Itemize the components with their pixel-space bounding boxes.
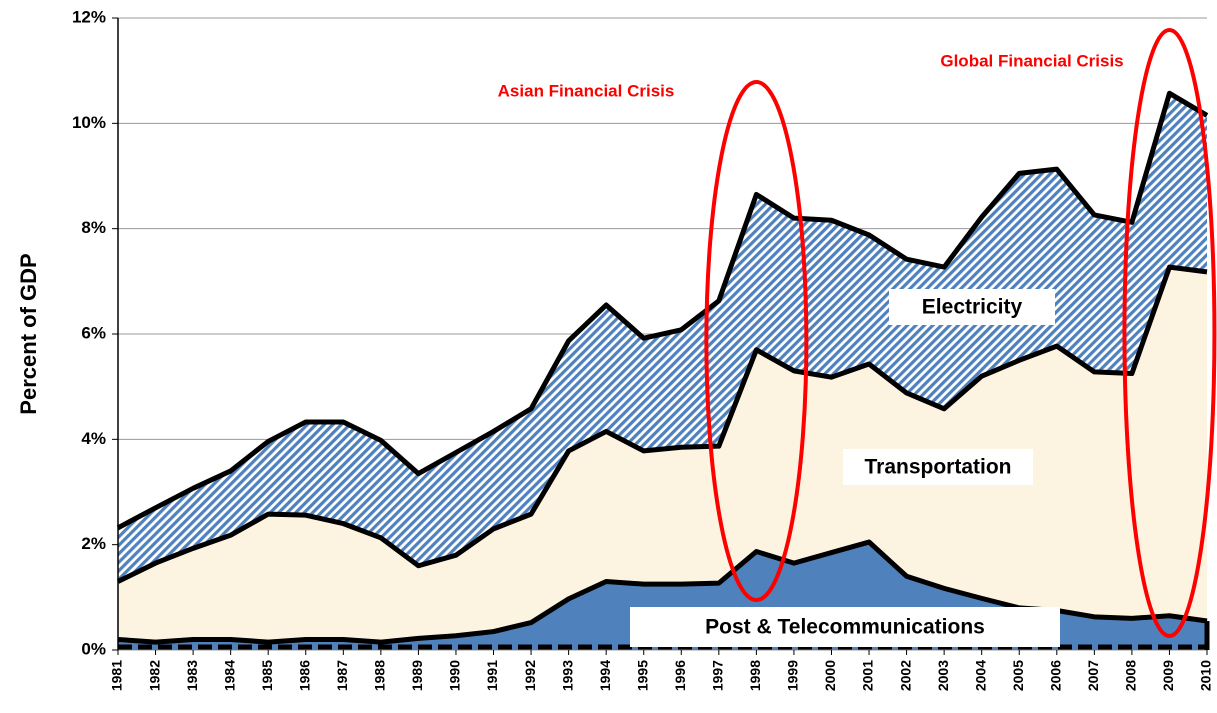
x-tick-label: 1984 [221, 660, 237, 691]
area [118, 267, 1207, 643]
area [118, 93, 1207, 582]
x-tick-label: 1988 [372, 660, 388, 691]
x-tick-label: 1996 [672, 660, 688, 691]
x-tick-label: 2007 [1085, 660, 1101, 691]
x-tick-label: 1989 [409, 660, 425, 691]
x-tick-label: 1992 [522, 660, 538, 691]
x-tick-label: 2010 [1198, 660, 1214, 691]
x-tick-label: 1994 [597, 660, 613, 691]
x-tick-label: 1993 [559, 660, 575, 691]
annotation-ellipse [1122, 28, 1217, 638]
area-outline [116, 264, 1208, 584]
x-tick-label: 2000 [822, 660, 838, 691]
annotation: Global Financial Crisis [940, 51, 1123, 70]
annotation: Asian Financial Crisis [498, 81, 675, 100]
annotation-ellipse [704, 80, 809, 602]
y-tick-label: 2% [81, 534, 106, 553]
x-tick-label: 1981 [109, 660, 125, 691]
area-outline [116, 90, 1209, 531]
x-tick-label: 1991 [484, 660, 500, 691]
x-tick-label: 1983 [184, 660, 200, 691]
y-tick-label: 0% [81, 639, 106, 658]
series-label: Transportation [864, 456, 1011, 479]
x-tick-label: 1999 [785, 660, 801, 691]
x-tick-label: 2001 [860, 660, 876, 691]
x-tick-label: 1986 [296, 660, 312, 691]
y-tick-label: 10% [72, 113, 106, 132]
x-tick-label: 2008 [1123, 660, 1139, 691]
series-label-box [843, 449, 1033, 485]
x-tick-label: 1987 [334, 660, 350, 691]
x-tick-label: 1985 [259, 660, 275, 691]
series-label: Post & Telecommunications [705, 616, 985, 639]
x-tick-label: 2006 [1047, 660, 1063, 691]
series-label-box [889, 289, 1055, 325]
x-tick-label: 1990 [447, 660, 463, 691]
y-tick-label: 4% [81, 429, 106, 448]
y-axis-label: Percent of GDP [16, 253, 41, 414]
x-tick-label: 2009 [1160, 660, 1176, 691]
x-tick-label: 1998 [747, 660, 763, 691]
y-tick-label: 6% [81, 323, 106, 342]
series-label: Electricity [922, 296, 1023, 319]
y-tick-label: 8% [81, 218, 106, 237]
series-label-box [630, 607, 1060, 647]
x-tick-label: 1982 [146, 660, 162, 691]
x-tick-label: 1997 [710, 660, 726, 691]
x-tick-label: 1995 [634, 660, 650, 691]
x-tick-label: 2003 [935, 660, 951, 691]
y-tick-label: 12% [72, 7, 106, 26]
x-tick-label: 2002 [897, 660, 913, 691]
x-tick-label: 2005 [1010, 660, 1026, 691]
x-tick-label: 2004 [972, 660, 988, 691]
